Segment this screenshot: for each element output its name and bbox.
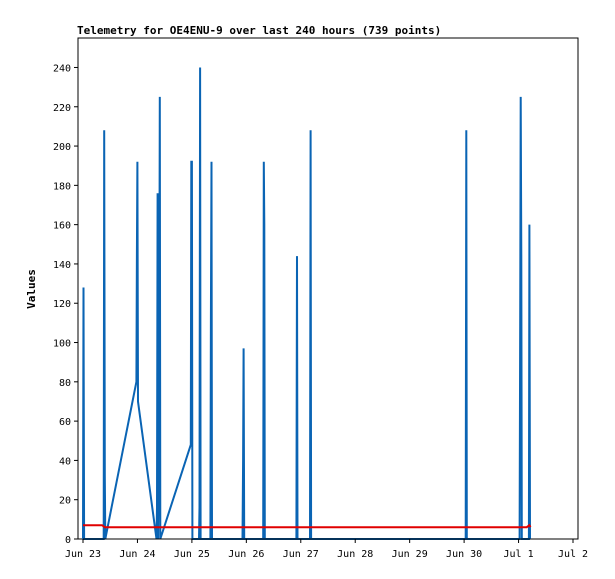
y-tick-label: 80	[59, 378, 71, 389]
y-tick-label: 20	[59, 496, 71, 507]
x-tick-label: Jul 2	[558, 549, 588, 560]
series-line-1	[82, 67, 531, 540]
x-tick-label: Jun 23	[65, 549, 101, 560]
y-tick-label: 240	[53, 63, 71, 74]
x-axis-ticks: Jun 23 Jun 24 Jun 25 Jun 26 Jun 27 Jun 28 Jun …	[65, 539, 588, 560]
y-tick-label: 200	[53, 142, 71, 153]
x-tick-label: Jun 24	[119, 549, 155, 560]
y-tick-label: 160	[53, 221, 71, 232]
y-tick-label: 40	[59, 456, 71, 467]
x-tick-label: Jul 1	[504, 549, 534, 560]
y-axis-label: Values	[25, 269, 38, 309]
x-tick-label: Jun 27	[283, 549, 319, 560]
x-tick-label: Jun 26	[228, 549, 264, 560]
series-layer	[82, 67, 532, 540]
y-tick-label: 140	[53, 260, 71, 271]
x-tick-label: Jun 28	[337, 549, 373, 560]
chart-title: Telemetry for OE4ENU-9 over last 240 hou…	[77, 24, 441, 37]
x-tick-label: Jun 29	[392, 549, 428, 560]
x-tick-label: Jun 30	[446, 549, 482, 560]
x-tick-label: Jun 25	[174, 549, 210, 560]
y-tick-label: 220	[53, 103, 71, 114]
series-line-2	[83, 523, 532, 529]
y-tick-label: 120	[53, 299, 71, 310]
y-tick-label: 60	[59, 417, 71, 428]
y-tick-label: 100	[53, 339, 71, 350]
y-axis-ticks: 0 20 40 60 80 100 120 140 160 180 200 220 240	[53, 63, 78, 546]
y-tick-label: 0	[65, 535, 71, 546]
y-tick-label: 180	[53, 181, 71, 192]
